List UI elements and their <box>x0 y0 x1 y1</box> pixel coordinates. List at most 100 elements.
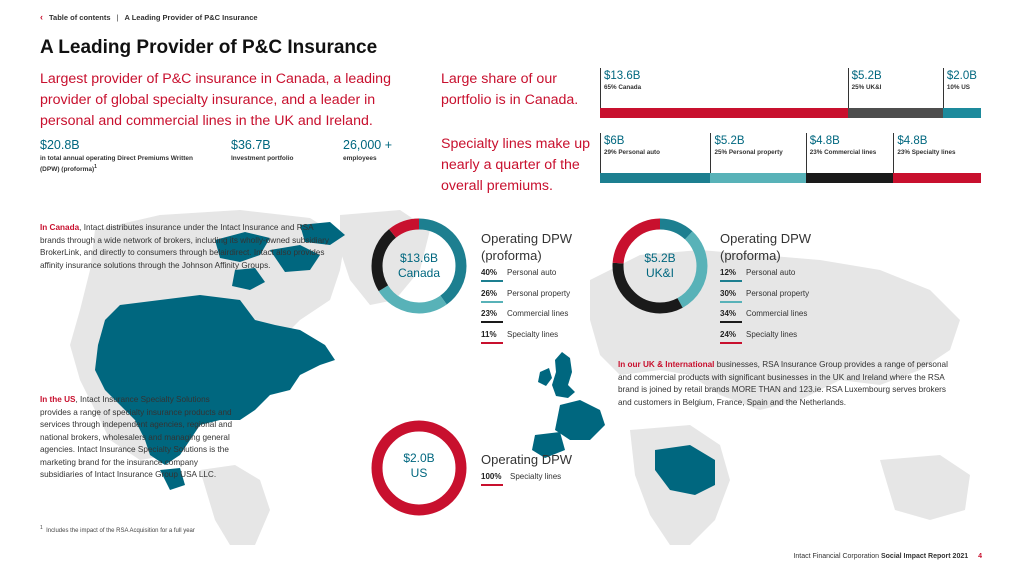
geo-bar-label: $13.6B 65% Canada <box>604 70 641 91</box>
canada-legend-label: Personal property <box>507 288 571 298</box>
canada-legend-label: Personal auto <box>507 268 557 277</box>
geo-bar-label: $5.2B 25% UK&I <box>852 70 882 91</box>
line-bar-segment <box>710 173 806 183</box>
line-bar-share-label: 29% Personal auto <box>604 149 660 156</box>
uk-legend-label: Specialty lines <box>746 329 798 339</box>
stat-value: 26,000 + <box>343 138 393 152</box>
line-bar-amount: $6B <box>604 135 625 147</box>
donut-canada <box>371 218 467 314</box>
footnote: 1 Includes the impact of the RSA Acquisi… <box>40 525 195 534</box>
us-legend: 100% Specialty lines <box>481 472 611 492</box>
geo-bar-segment <box>847 108 943 118</box>
geo-bar-divider <box>847 68 849 118</box>
donut-canada-slice <box>371 218 467 314</box>
line-bar-divider <box>710 133 712 183</box>
canada-legend: 40% Personal auto 26% Personal property 23% C… <box>481 268 611 348</box>
canada-legend-label: Commercial lines <box>507 309 569 318</box>
uk-legend-pct: 34% <box>720 309 737 318</box>
canada-legend-row: 26% Personal property <box>481 288 571 303</box>
donut-canada-slice <box>371 218 467 314</box>
us-legend-pct: 100% <box>481 472 502 481</box>
stat-value: $36.7B <box>231 138 271 152</box>
stat-label: in total annual operating Direct Premium… <box>40 155 194 174</box>
canada-legend-color-line <box>481 300 503 303</box>
breadcrumb-current: A Leading Provider of P&C Insurance <box>124 12 258 22</box>
uk-legend-title: Operating DPW (proforma) <box>720 231 812 263</box>
line-bar-segment <box>805 173 894 183</box>
canada-legend-color-line <box>481 321 503 323</box>
toc-link[interactable]: Table of contents <box>49 12 111 22</box>
breadcrumb-separator: | <box>116 12 119 22</box>
page-number: 4 <box>978 553 982 560</box>
canada-legend-row: 40% Personal auto <box>481 268 557 282</box>
canada-legend-pct: 26% <box>481 288 498 298</box>
canada-legend-pct: 23% <box>481 309 498 318</box>
line-bar-label: $4.8B 23% Commercial lines <box>810 135 877 156</box>
lead-text: Largest provider of P&C insurance in Can… <box>40 71 391 129</box>
donut-us <box>371 420 467 516</box>
line-bar-amount: $4.8B <box>897 135 928 147</box>
geo-bar-amount: $5.2B <box>851 70 882 82</box>
us-legend-title: Operating DPW <box>481 452 573 467</box>
footer: Intact Financial Corporation Social Impa… <box>793 553 982 560</box>
uk-legend-color-line <box>720 280 742 282</box>
line-bar-share-label: 23% Commercial lines <box>809 149 877 156</box>
specialty-text: Specialty lines make up nearly a quarter… <box>441 136 591 194</box>
geo-bar-segment <box>600 108 848 118</box>
canada-legend-label: Specialty lines <box>507 329 559 339</box>
line-bar-label: $5.2B 25% Personal property <box>714 135 782 156</box>
uk-legend: 12% Personal auto 30% Personal property 34% C… <box>720 268 850 348</box>
line-bar-label: $6B 29% Personal auto <box>604 135 660 156</box>
donut-canada-label: $13.6B Canada <box>397 251 441 280</box>
uk-legend-color-line <box>720 300 742 303</box>
canada-legend-title: Operating DPW (proforma) <box>481 231 573 263</box>
line-bar-label: $4.8B 23% Specialty lines <box>897 135 955 156</box>
uk-paragraph: In our UK & International businesses, RS… <box>618 360 948 407</box>
donut-uk-slice <box>612 218 708 314</box>
uk-legend-pct: 24% <box>720 329 737 339</box>
stat-label: employees <box>343 155 377 162</box>
geo-bar-segment <box>942 108 981 118</box>
geo-bar-share-label: 10% US <box>946 84 970 91</box>
canada-legend-row: 11% Specialty lines <box>481 329 559 344</box>
us-legend-row: 100% Specialty lines <box>481 472 561 486</box>
world-map <box>70 210 970 545</box>
stat-dpw: $20.8B in total annual operating Direct … <box>40 138 200 174</box>
line-bar-divider <box>805 133 807 183</box>
line-share-bar: $6B 29% Personal auto $5.2B 25% Personal pr… <box>600 133 981 185</box>
us-paragraph: In the US, Intact Insurance Specialty So… <box>40 395 233 479</box>
uk-legend-row: 34% Commercial lines <box>720 309 808 323</box>
donut-uk-label: $5.2B UK&I <box>644 251 676 280</box>
canada-paragraph: In Canada, Intact distributes insurance … <box>40 223 329 270</box>
line-bar-amount: $5.2B <box>714 135 745 147</box>
stat-value: $20.8B <box>40 138 80 152</box>
canada-legend-color-line <box>481 280 503 282</box>
geo-share-bar: $13.6B 65% Canada $5.2B 25% UK&I $2.0B 10% US <box>600 68 981 120</box>
uk-legend-label: Personal auto <box>746 268 796 277</box>
canada-legend-pct: 11% <box>481 329 497 339</box>
uk-legend-label: Personal property <box>746 288 810 298</box>
uk-legend-row: 24% Specialty lines <box>720 329 798 344</box>
page-title: A Leading Provider of P&C Insurance <box>40 37 378 58</box>
geo-bar-amount: $2.0B <box>946 70 977 82</box>
us-legend-color-line <box>481 484 503 486</box>
uk-legend-label: Commercial lines <box>746 309 808 318</box>
donut-uk-slice <box>612 218 708 314</box>
line-bar-divider <box>893 133 895 183</box>
uk-legend-color-line <box>720 341 742 344</box>
donut-us-label: $2.0B US <box>403 451 435 480</box>
chevron-left-icon[interactable]: ‹ <box>40 12 43 22</box>
uk-legend-row: 12% Personal auto <box>720 268 796 282</box>
geo-bar-divider <box>942 68 944 118</box>
uk-legend-row: 30% Personal property <box>720 288 810 303</box>
line-bar-divider <box>600 133 601 183</box>
geo-bar-share-label: 25% UK&I <box>851 84 882 91</box>
donut-uk-slice <box>612 218 708 314</box>
stat-employees: 26,000 + employees <box>343 138 392 163</box>
uk-legend-pct: 30% <box>720 288 737 298</box>
donut-us-slice <box>371 420 467 516</box>
breadcrumb: ‹ Table of contents | A Leading Provider… <box>40 12 258 22</box>
geo-bar-amount: $13.6B <box>604 70 641 82</box>
line-bar-share-label: 23% Specialty lines <box>897 149 956 156</box>
line-bar-share-label: 25% Personal property <box>714 149 783 156</box>
